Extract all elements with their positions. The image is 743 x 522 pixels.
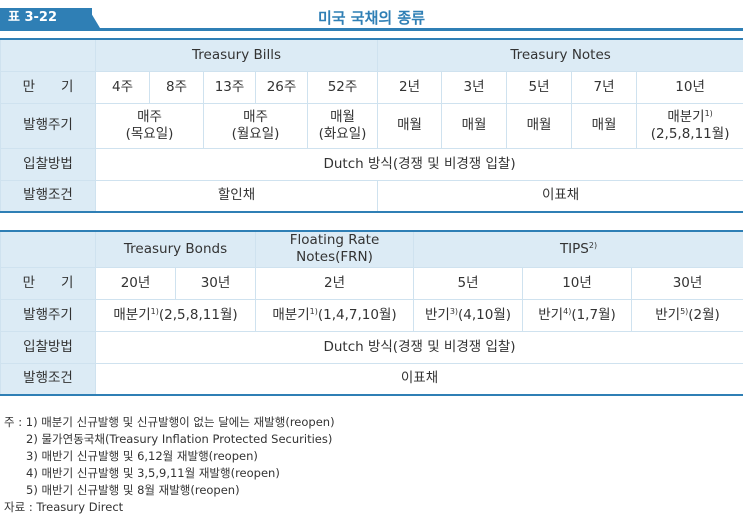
footnote-ref: 5) xyxy=(680,306,689,316)
row-label-issue-cycle: 발행주기 xyxy=(0,298,96,332)
maturity-cell: 52주 xyxy=(306,70,379,104)
maturity-label-first: 만 xyxy=(22,78,35,95)
issue-cycle-cell-quarterly: 매분기1) (2,5,8,11월) xyxy=(636,102,743,149)
maturity-label-second: 기 xyxy=(61,274,74,291)
maturity-cell: 26주 xyxy=(255,70,308,104)
bidding-method-cell: Dutch 방식(경쟁 및 비경쟁 입찰) xyxy=(94,330,743,364)
issue-cycle-pre: 반기 xyxy=(655,306,681,323)
maturity-cell: 13주 xyxy=(203,70,256,104)
issue-cycle-cell: 매월 xyxy=(377,102,443,149)
condition-cell-discount: 할인채 xyxy=(94,179,379,213)
row-label-issue-cycle: 발행주기 xyxy=(0,102,96,149)
issue-cycle-cell: 매월 xyxy=(571,102,638,149)
tips-label: TIPS xyxy=(559,240,589,257)
row-label-condition: 발행조건 xyxy=(0,362,96,396)
issue-cycle-cell: 매주 (월요일) xyxy=(203,102,308,149)
maturity-cell: 7년 xyxy=(571,70,638,104)
issue-cycle-cell: 매월 xyxy=(506,102,573,149)
footnote-ref: 3) xyxy=(449,306,459,316)
issue-cycle-cell: 반기4)(1,7월) xyxy=(522,298,633,332)
footnotes: 주 : 1) 매분기 신규발행 및 신규발행이 없는 달에는 재발행(reope… xyxy=(4,414,335,516)
tag-tail-shape xyxy=(88,8,100,28)
group-treasury-bills: Treasury Bills xyxy=(94,38,379,72)
footnote-line: 4) 매반기 신규발행 및 3,5,9,11월 재발행(reopen) xyxy=(26,466,280,480)
table-number-tag: 표 3-22 xyxy=(0,8,92,28)
condition-cell-coupon: 이표채 xyxy=(377,179,743,213)
issue-cycle-line2: (2,5,8,11월) xyxy=(650,125,730,142)
issue-cycle-line1: 매분기 xyxy=(667,108,705,125)
maturity-label-second: 기 xyxy=(61,78,74,95)
group-frn: Floating Rate Notes(FRN) xyxy=(255,230,415,268)
footnote-ref: 1) xyxy=(150,306,159,316)
issue-cycle-cell: 매주 (목요일) xyxy=(95,102,204,149)
issue-cycle-pre: 반기 xyxy=(424,306,450,323)
issue-cycle-cell: 반기5)(2월) xyxy=(631,298,743,332)
group-treasury-notes: Treasury Notes xyxy=(377,38,743,72)
footnote-line: 주 : 1) 매분기 신규발행 및 신규발행이 없는 달에는 재발행(reope… xyxy=(4,415,335,429)
issue-cycle-cell: 매분기1)(1,4,7,10월) xyxy=(255,298,415,332)
issue-cycle-post: (2월) xyxy=(688,306,720,323)
maturity-cell: 10년 xyxy=(522,266,633,300)
maturity-cell: 2년 xyxy=(255,266,415,300)
issue-cycle-post: (1,7월) xyxy=(571,306,616,323)
corner-cell xyxy=(0,38,96,72)
source-line: 자료 : Treasury Direct xyxy=(4,500,124,514)
corner-cell xyxy=(0,230,96,268)
maturity-cell: 4주 xyxy=(95,70,150,104)
maturity-cell: 5년 xyxy=(506,70,573,104)
footnote-ref: 1) xyxy=(309,306,318,316)
maturity-cell: 2년 xyxy=(377,70,443,104)
table-bonds-frn-tips: Treasury Bonds Floating Rate Notes(FRN) … xyxy=(0,230,743,396)
group-tips: TIPS2) xyxy=(413,230,743,268)
footnote-line: 5) 매반기 신규발행 및 8월 재발행(reopen) xyxy=(26,483,240,497)
maturity-cell: 8주 xyxy=(149,70,204,104)
issue-cycle-pre: 매분기 xyxy=(113,306,151,323)
page-title: 미국 국채의 종류 xyxy=(317,9,426,27)
row-label-condition: 발행조건 xyxy=(0,179,96,213)
header-rule xyxy=(0,28,743,31)
bidding-method-cell: Dutch 방식(경쟁 및 비경쟁 입찰) xyxy=(94,147,743,181)
issue-cycle-pre: 반기 xyxy=(538,306,564,323)
issue-cycle-post: (4,10월) xyxy=(458,306,512,323)
issue-cycle-pre: 매분기 xyxy=(272,306,310,323)
issue-cycle-cell: 반기3)(4,10월) xyxy=(413,298,524,332)
issue-cycle-post: (1,4,7,10월) xyxy=(317,306,397,323)
maturity-cell: 5년 xyxy=(413,266,524,300)
footnote-ref: 2) xyxy=(588,240,598,250)
issue-cycle-cell: 매월 xyxy=(441,102,508,149)
footnote-line: 3) 매반기 신규발행 및 6,12월 재발행(reopen) xyxy=(26,449,258,463)
issue-cycle-post: (2,5,8,11월) xyxy=(158,306,238,323)
maturity-cell: 30년 xyxy=(631,266,743,300)
issue-cycle-cell: 매월 (화요일) xyxy=(306,102,379,149)
issue-cycle-cell: 매분기1)(2,5,8,11월) xyxy=(94,298,257,332)
maturity-label-first: 만 xyxy=(22,274,35,291)
condition-cell-coupon: 이표채 xyxy=(94,362,743,396)
maturity-cell: 30년 xyxy=(174,266,257,300)
footnote-line: 2) 물가연동국채(Treasury Inflation Protected S… xyxy=(26,432,333,446)
row-label-bidding: 입찰방법 xyxy=(0,330,96,364)
footnote-ref: 1) xyxy=(704,108,713,118)
maturity-cell: 3년 xyxy=(441,70,508,104)
maturity-cell: 20년 xyxy=(95,266,176,300)
maturity-cell: 10년 xyxy=(636,70,743,104)
footnote-ref: 4) xyxy=(563,306,572,316)
group-treasury-bonds: Treasury Bonds xyxy=(94,230,257,268)
row-label-bidding: 입찰방법 xyxy=(0,147,96,181)
